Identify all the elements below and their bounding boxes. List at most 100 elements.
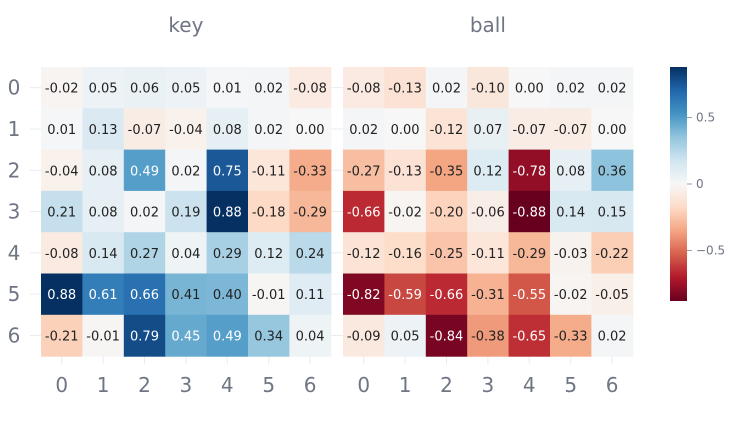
heatmap-cell: [508, 314, 551, 357]
colorbar-tick-label: 0.5: [696, 111, 715, 125]
heatmap-cell: [123, 314, 166, 357]
heatmap-cell: [82, 232, 125, 275]
heatmap-cell: [248, 273, 290, 316]
heatmap-cell: [343, 232, 385, 275]
x-tick-label: 6: [304, 373, 317, 397]
heatmap-cell: [591, 190, 634, 233]
heatmap-cell: [248, 67, 290, 109]
heatmap-cell: [165, 67, 208, 109]
panel-title: ball: [470, 13, 506, 37]
heatmap-cell: [425, 232, 468, 275]
heatmap-cell: [206, 108, 249, 151]
heatmap-cell: [467, 314, 510, 357]
panels-layer: key -0.02 0.05 0.06 0.05 0.01 0.02 -0.08 0.01 0.1…: [41, 13, 634, 357]
cell-value-label: 0.27: [130, 247, 159, 262]
heatmap-cell: [248, 108, 290, 151]
heatmap-cell: [289, 232, 332, 275]
cell-value-label: -0.82: [347, 288, 381, 303]
cell-value-label: -0.84: [430, 329, 464, 344]
cell-value-label: 0.08: [89, 164, 118, 179]
cell-value-label: -0.35: [430, 164, 464, 179]
cell-value-label: 0.02: [556, 82, 585, 97]
cell-value-label: 0.02: [432, 82, 461, 97]
cell-value-label: 0.00: [515, 82, 544, 97]
colorbar: 0.5 0 −0.5: [670, 67, 725, 301]
heatmap-cell: [591, 232, 634, 275]
cell-value-label: 0.01: [213, 82, 242, 97]
heatmap-cell: [508, 149, 551, 192]
heatmap-cell: [343, 314, 385, 357]
heatmap-cell: [384, 149, 427, 192]
cell-value-label: -0.66: [347, 206, 381, 221]
cell-value-label: 0.02: [171, 164, 200, 179]
cell-value-label: 0.14: [89, 247, 118, 262]
cell-value-label: -0.22: [595, 247, 629, 262]
heatmap-panel-ball: ball -0.08 -0.13 0.02 -0.10 0.00 0.02 0.02 0.02 0…: [343, 13, 634, 357]
cell-value-label: 0.66: [130, 288, 159, 303]
cell-value-label: 0.15: [598, 206, 627, 221]
heatmap-cell: [41, 67, 83, 109]
colorbar-tick-label: −0.5: [696, 243, 725, 257]
cell-value-label: 0.02: [349, 123, 378, 138]
heatmap-cell: [425, 273, 468, 316]
cell-value-label: 0.24: [296, 247, 325, 262]
cell-value-label: 0.21: [47, 206, 76, 221]
cell-value-label: -0.31: [471, 288, 505, 303]
cell-value-label: -0.02: [388, 206, 422, 221]
heatmap-cell: [425, 314, 468, 357]
heatmap-cell: [289, 108, 332, 151]
x-tick-label: 4: [523, 373, 536, 397]
heatmap-cell: [165, 149, 208, 192]
cell-value-label: 0.12: [254, 247, 283, 262]
heatmap-cell: [248, 232, 290, 275]
cell-value-label: -0.59: [388, 288, 422, 303]
heatmap-cell: [550, 190, 592, 233]
cell-value-label: -0.02: [554, 288, 588, 303]
x-tick-label: 6: [606, 373, 619, 397]
x-tick-label: 1: [97, 373, 110, 397]
heatmap-cell: [82, 108, 125, 151]
heatmap-cell: [82, 149, 125, 192]
x-tick-label: 2: [138, 373, 151, 397]
cell-value-label: -0.07: [128, 123, 162, 138]
cell-value-label: -0.13: [388, 164, 422, 179]
cell-value-label: 0.08: [556, 164, 585, 179]
heatmap-cell: [123, 232, 166, 275]
heatmap-cell: [508, 67, 551, 109]
cell-value-label: 0.79: [130, 329, 159, 344]
heatmap-cell: [206, 273, 249, 316]
x-tick-label: 0: [357, 373, 370, 397]
cell-value-label: -0.13: [388, 82, 422, 97]
cell-value-label: -0.38: [471, 329, 505, 344]
heatmap-cell: [550, 108, 592, 151]
cell-value-label: 0.07: [473, 123, 502, 138]
cell-value-label: -0.16: [388, 247, 422, 262]
cell-value-label: -0.04: [169, 123, 203, 138]
heatmap-cell: [289, 149, 332, 192]
panel-title: key: [168, 13, 203, 37]
y-tick-label: 1: [8, 117, 21, 141]
heatmap-cell: [165, 190, 208, 233]
heatmap-cell: [467, 232, 510, 275]
y-tick-label: 6: [8, 323, 21, 347]
colorbar-tick-label: 0: [696, 177, 704, 191]
cell-value-label: 0.49: [213, 329, 242, 344]
heatmap-cell: [82, 314, 125, 357]
cell-value-label: -0.03: [554, 247, 588, 262]
heatmap-cell: [165, 273, 208, 316]
axes-layer: 0 1 2 3 4 5 6 0 1 2 3 4 5 6 0 1 2 3 4 5 6: [8, 76, 619, 397]
cell-value-label: 0.05: [171, 82, 200, 97]
y-tick-label: 5: [8, 282, 21, 306]
cell-value-label: -0.12: [347, 247, 381, 262]
cell-value-label: 0.02: [254, 82, 283, 97]
heatmap-cell: [343, 67, 385, 109]
cell-value-label: 0.19: [171, 206, 200, 221]
heatmap-cell: [206, 314, 249, 357]
x-tick-label: 3: [482, 373, 495, 397]
heatmap-cell: [425, 67, 468, 109]
cell-value-label: 0.05: [391, 329, 420, 344]
cell-value-label: -0.09: [347, 329, 381, 344]
cell-value-label: 0.34: [254, 329, 283, 344]
y-tick-label: 2: [8, 158, 21, 182]
y-tick-label: 3: [8, 200, 21, 224]
